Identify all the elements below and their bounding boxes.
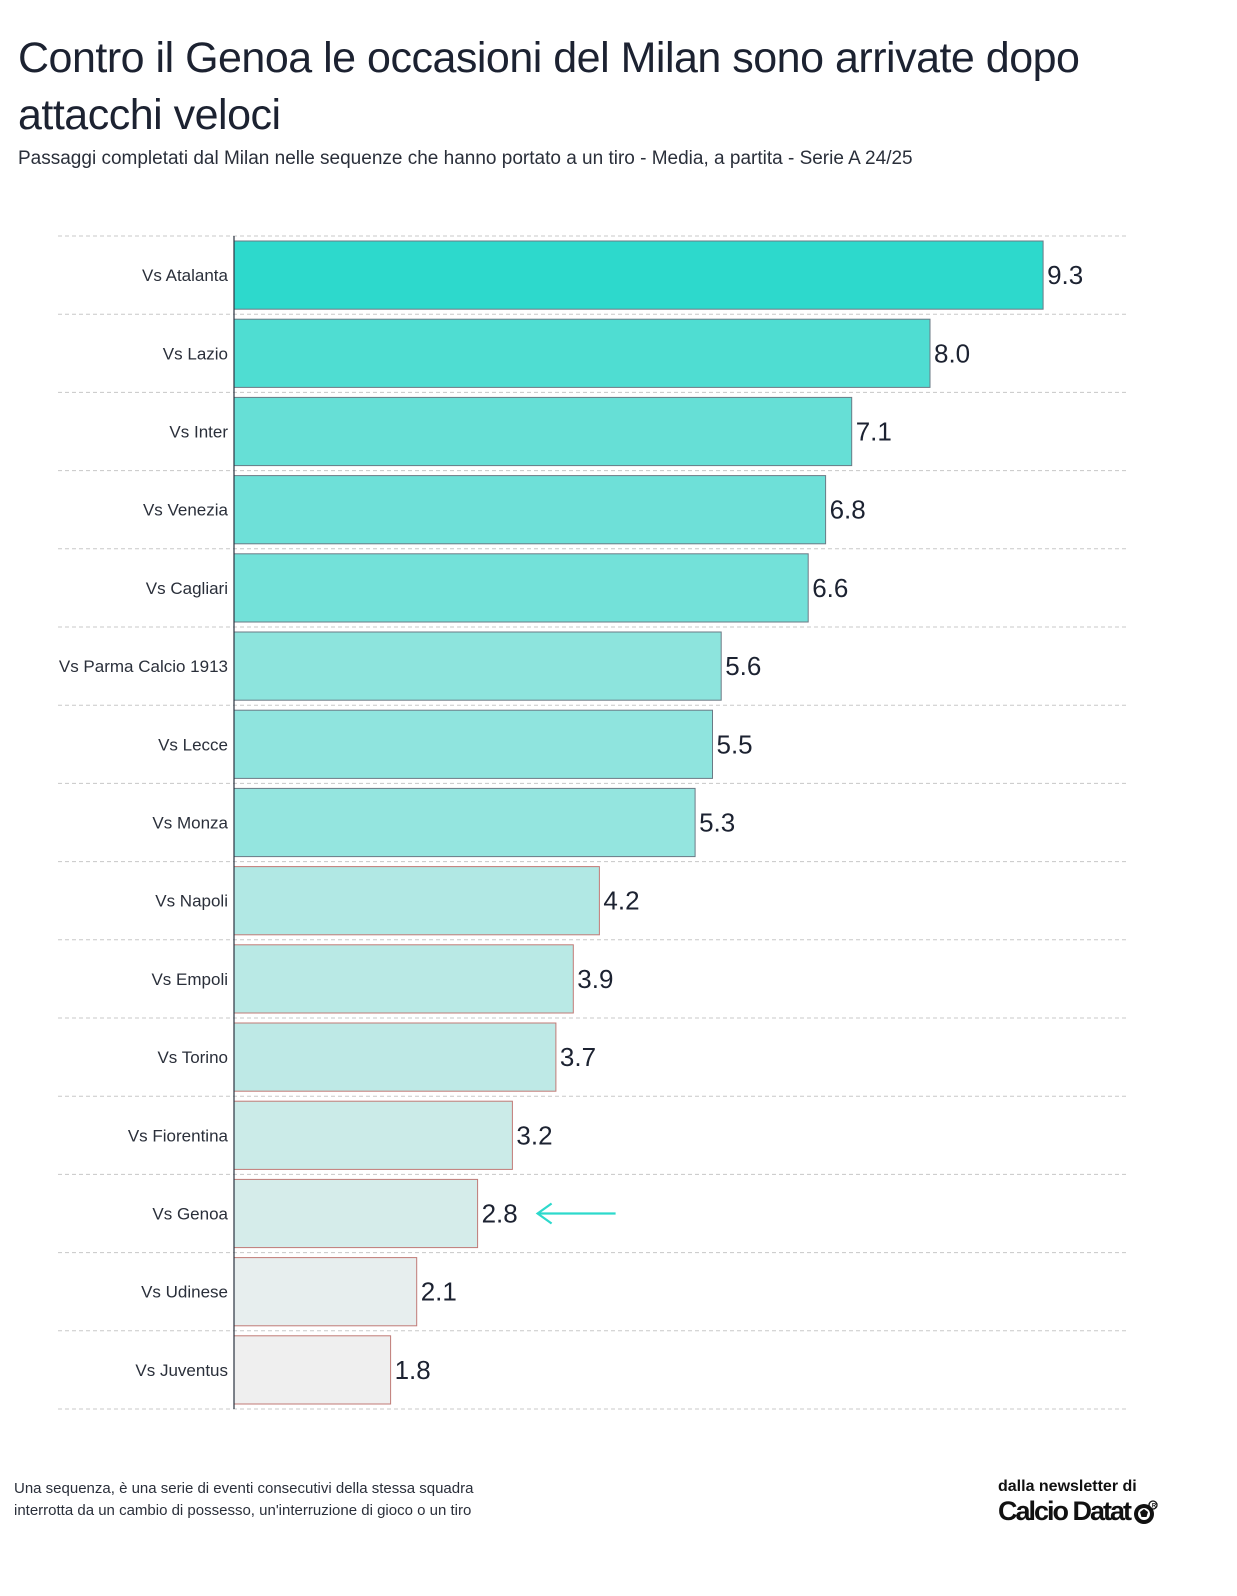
value-label: 3.7	[560, 1042, 596, 1072]
value-labels: 9.3 8.0 7.1 6.8 6.6 5.6 5.5 5.3 4.2 3.9 3.7 3.2 2.8 2…	[395, 260, 1084, 1385]
value-label: 5.3	[699, 808, 735, 838]
category-label: Vs Monza	[152, 814, 228, 833]
footnote-line-1: Una sequenza, è una serie di eventi cons…	[14, 1480, 474, 1497]
bar-vs-fiorentina	[233, 1100, 513, 1170]
bar-vs-juventus	[233, 1335, 392, 1405]
bar-vs-napoli	[233, 866, 600, 936]
category-label: Vs Empoli	[151, 970, 228, 989]
chart-title: Contro il Genoa le occasioni del Milan s…	[18, 34, 1080, 139]
footnote-line-2: interrotta da un cambio di possesso, un'…	[14, 1502, 472, 1519]
category-label: Vs Napoli	[155, 892, 228, 911]
grid-lines	[58, 235, 1126, 1410]
bar-vs-atalanta	[233, 240, 1044, 310]
value-label: 7.1	[856, 417, 892, 447]
category-label: Vs Torino	[157, 1048, 228, 1067]
value-label: 1.8	[395, 1355, 431, 1385]
value-label: 9.3	[1047, 260, 1083, 290]
category-label: Vs Genoa	[152, 1205, 228, 1224]
bar-vs-udinese	[233, 1257, 418, 1327]
bar-vs-monza	[233, 787, 696, 858]
footnote: Una sequenza, è una serie di eventi cons…	[14, 1478, 473, 1522]
bar-chart: Vs Atalanta Vs Lazio Vs Inter Vs Venezia Vs …	[58, 235, 1126, 1410]
chart-subtitle: Passaggi completati dal Milan nelle sequ…	[18, 148, 913, 169]
value-label: 8.0	[934, 338, 970, 368]
value-label: 2.1	[421, 1277, 457, 1307]
category-label: Vs Venezia	[143, 501, 229, 520]
value-label: 6.8	[830, 495, 866, 525]
bar-vs-lazio	[233, 318, 931, 388]
bar-vs-empoli	[233, 944, 574, 1014]
bar-vs-genoa	[233, 1178, 479, 1249]
value-label: 6.6	[812, 573, 848, 603]
value-label: 5.6	[725, 651, 761, 681]
category-label: Vs Parma Calcio 1913	[59, 657, 228, 676]
brand-caption: dalla newsletter di	[998, 1478, 1137, 1495]
highlight-arrow	[535, 1202, 616, 1225]
category-label: Vs Fiorentina	[128, 1126, 229, 1145]
brand-name-text: Calcio Datat	[998, 1496, 1132, 1526]
brand-wordmark: Calcio Datat R	[998, 1496, 1198, 1527]
value-label: 2.8	[482, 1199, 518, 1229]
value-label: 4.2	[603, 886, 639, 916]
bar-vs-torino	[233, 1022, 557, 1092]
category-label: Vs Udinese	[141, 1283, 228, 1302]
bar-vs-parma-calcio-1913	[233, 631, 722, 701]
bar-vs-inter	[233, 396, 853, 467]
value-label: 5.5	[717, 729, 753, 759]
arrow-head	[535, 1202, 553, 1225]
category-label: Vs Inter	[169, 423, 228, 442]
category-labels: Vs Atalanta Vs Lazio Vs Inter Vs Venezia Vs …	[59, 266, 229, 1380]
category-label: Vs Lazio	[163, 344, 228, 363]
bars	[233, 240, 1044, 1405]
bar-vs-lecce	[233, 709, 713, 779]
value-label: 3.2	[516, 1120, 552, 1150]
category-label: Vs Atalanta	[142, 266, 229, 285]
soccer-ball-icon: R	[1134, 1500, 1158, 1524]
bar-vs-venezia	[233, 475, 827, 545]
brand-logo: dalla newsletter di Calcio Datat R	[998, 1478, 1198, 1527]
value-label: 3.9	[577, 964, 613, 994]
bar-vs-cagliari	[233, 553, 809, 623]
category-label: Vs Juventus	[135, 1361, 228, 1380]
category-label: Vs Cagliari	[146, 579, 228, 598]
category-label: Vs Lecce	[158, 735, 228, 754]
